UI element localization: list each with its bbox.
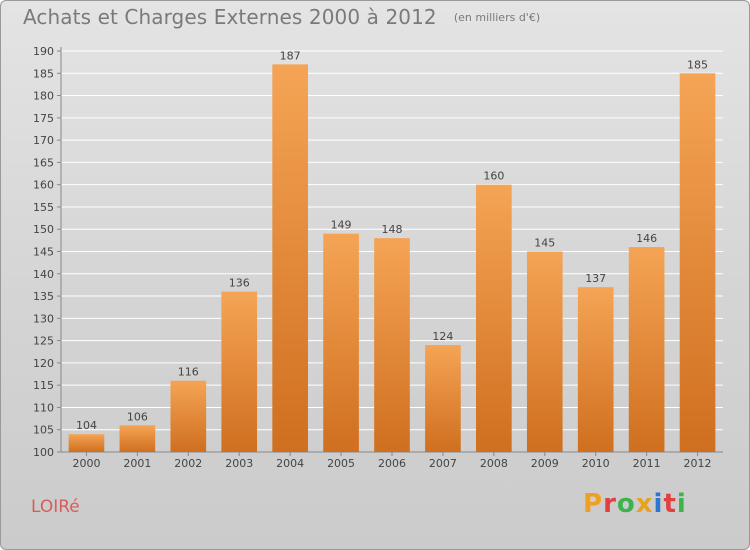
x-tick-label: 2012 bbox=[684, 457, 712, 470]
chart-title: Achats et Charges Externes 2000 à 2012 bbox=[23, 5, 437, 29]
x-tick-label: 2008 bbox=[480, 457, 508, 470]
x-tick-label: 2007 bbox=[429, 457, 457, 470]
y-tick-label: 150 bbox=[33, 223, 54, 236]
logo-letter: r bbox=[603, 489, 617, 519]
bar-2003 bbox=[221, 291, 258, 452]
y-tick-label: 155 bbox=[33, 201, 54, 214]
logo-letter: i bbox=[653, 489, 664, 519]
logo-letter: o bbox=[616, 489, 636, 519]
bar-2004 bbox=[272, 64, 308, 452]
x-tick-label: 2011 bbox=[633, 457, 661, 470]
y-tick-label: 140 bbox=[33, 268, 54, 281]
y-tick-label: 160 bbox=[33, 179, 54, 192]
x-tick-labels: 2000 2001 2002 2003 2004 2005 2006 2007 2008 2009… bbox=[72, 457, 711, 470]
y-tick-label: 145 bbox=[33, 246, 54, 259]
logo-letter: P bbox=[583, 489, 604, 519]
y-tick-label: 165 bbox=[33, 156, 54, 169]
data-label: 160 bbox=[483, 170, 504, 183]
x-tick-label: 2005 bbox=[327, 457, 355, 470]
logo-letter: i bbox=[676, 489, 687, 519]
bar-2010 bbox=[577, 287, 614, 452]
data-label: 104 bbox=[76, 419, 97, 432]
y-tick-label: 105 bbox=[33, 424, 54, 437]
bar-2000 bbox=[68, 434, 105, 452]
y-tick-label: 135 bbox=[33, 290, 54, 303]
bars bbox=[68, 64, 716, 453]
x-tick-label: 2003 bbox=[225, 457, 253, 470]
bar-2009 bbox=[526, 251, 563, 452]
data-label: 106 bbox=[127, 410, 148, 423]
bar-2012 bbox=[679, 73, 716, 453]
y-tick-label: 125 bbox=[33, 335, 54, 348]
y-tick-labels: 100 105 110 115 120 125 130 135 140 145 150 155 160 1… bbox=[33, 45, 54, 459]
x-tick-label: 2010 bbox=[582, 457, 610, 470]
data-label: 137 bbox=[585, 272, 606, 285]
proxiti-logo[interactable]: Proxiti bbox=[583, 489, 687, 519]
x-tick-label: 2001 bbox=[123, 457, 151, 470]
data-label: 149 bbox=[331, 219, 352, 232]
bar-2006 bbox=[374, 238, 410, 452]
bar-2001 bbox=[119, 425, 156, 452]
data-label: 148 bbox=[382, 223, 403, 236]
data-label: 116 bbox=[178, 366, 199, 379]
commune-name: LOIRé bbox=[31, 497, 80, 517]
y-tick-label: 130 bbox=[33, 312, 54, 325]
bar-2005 bbox=[323, 233, 359, 452]
x-tick-label: 2000 bbox=[72, 457, 100, 470]
logo-letter: t bbox=[663, 489, 677, 519]
y-tick-label: 180 bbox=[33, 90, 54, 103]
y-tick-label: 185 bbox=[33, 67, 54, 80]
bar-2002 bbox=[170, 380, 207, 452]
logo-letter: x bbox=[635, 489, 654, 519]
data-label: 145 bbox=[534, 237, 555, 250]
y-tick-label: 120 bbox=[33, 357, 54, 370]
data-label: 187 bbox=[280, 49, 301, 62]
bar-2007 bbox=[425, 345, 461, 452]
chart-title-block: Achats et Charges Externes 2000 à 2012 (… bbox=[23, 5, 540, 29]
y-tick-label: 170 bbox=[33, 134, 54, 147]
chart-unit: (en milliers d'€) bbox=[453, 11, 541, 24]
bar-2011 bbox=[628, 247, 665, 452]
bar-2008 bbox=[476, 184, 512, 452]
data-labels: 104 106 116 136 187 149 148 124 160 145 137 146 185 bbox=[76, 49, 708, 432]
y-tick-label: 110 bbox=[33, 401, 54, 414]
data-label: 185 bbox=[687, 58, 708, 71]
data-label: 136 bbox=[229, 277, 250, 290]
data-label: 146 bbox=[636, 232, 657, 245]
data-label: 124 bbox=[432, 330, 453, 343]
y-tick-label: 175 bbox=[33, 112, 54, 125]
x-tick-label: 2002 bbox=[174, 457, 202, 470]
y-tick-label: 115 bbox=[33, 379, 54, 392]
x-tick-label: 2009 bbox=[531, 457, 559, 470]
y-tick-label: 100 bbox=[33, 446, 54, 459]
x-tick-label: 2006 bbox=[378, 457, 406, 470]
y-tick-label: 190 bbox=[33, 45, 54, 58]
x-tick-label: 2004 bbox=[276, 457, 304, 470]
